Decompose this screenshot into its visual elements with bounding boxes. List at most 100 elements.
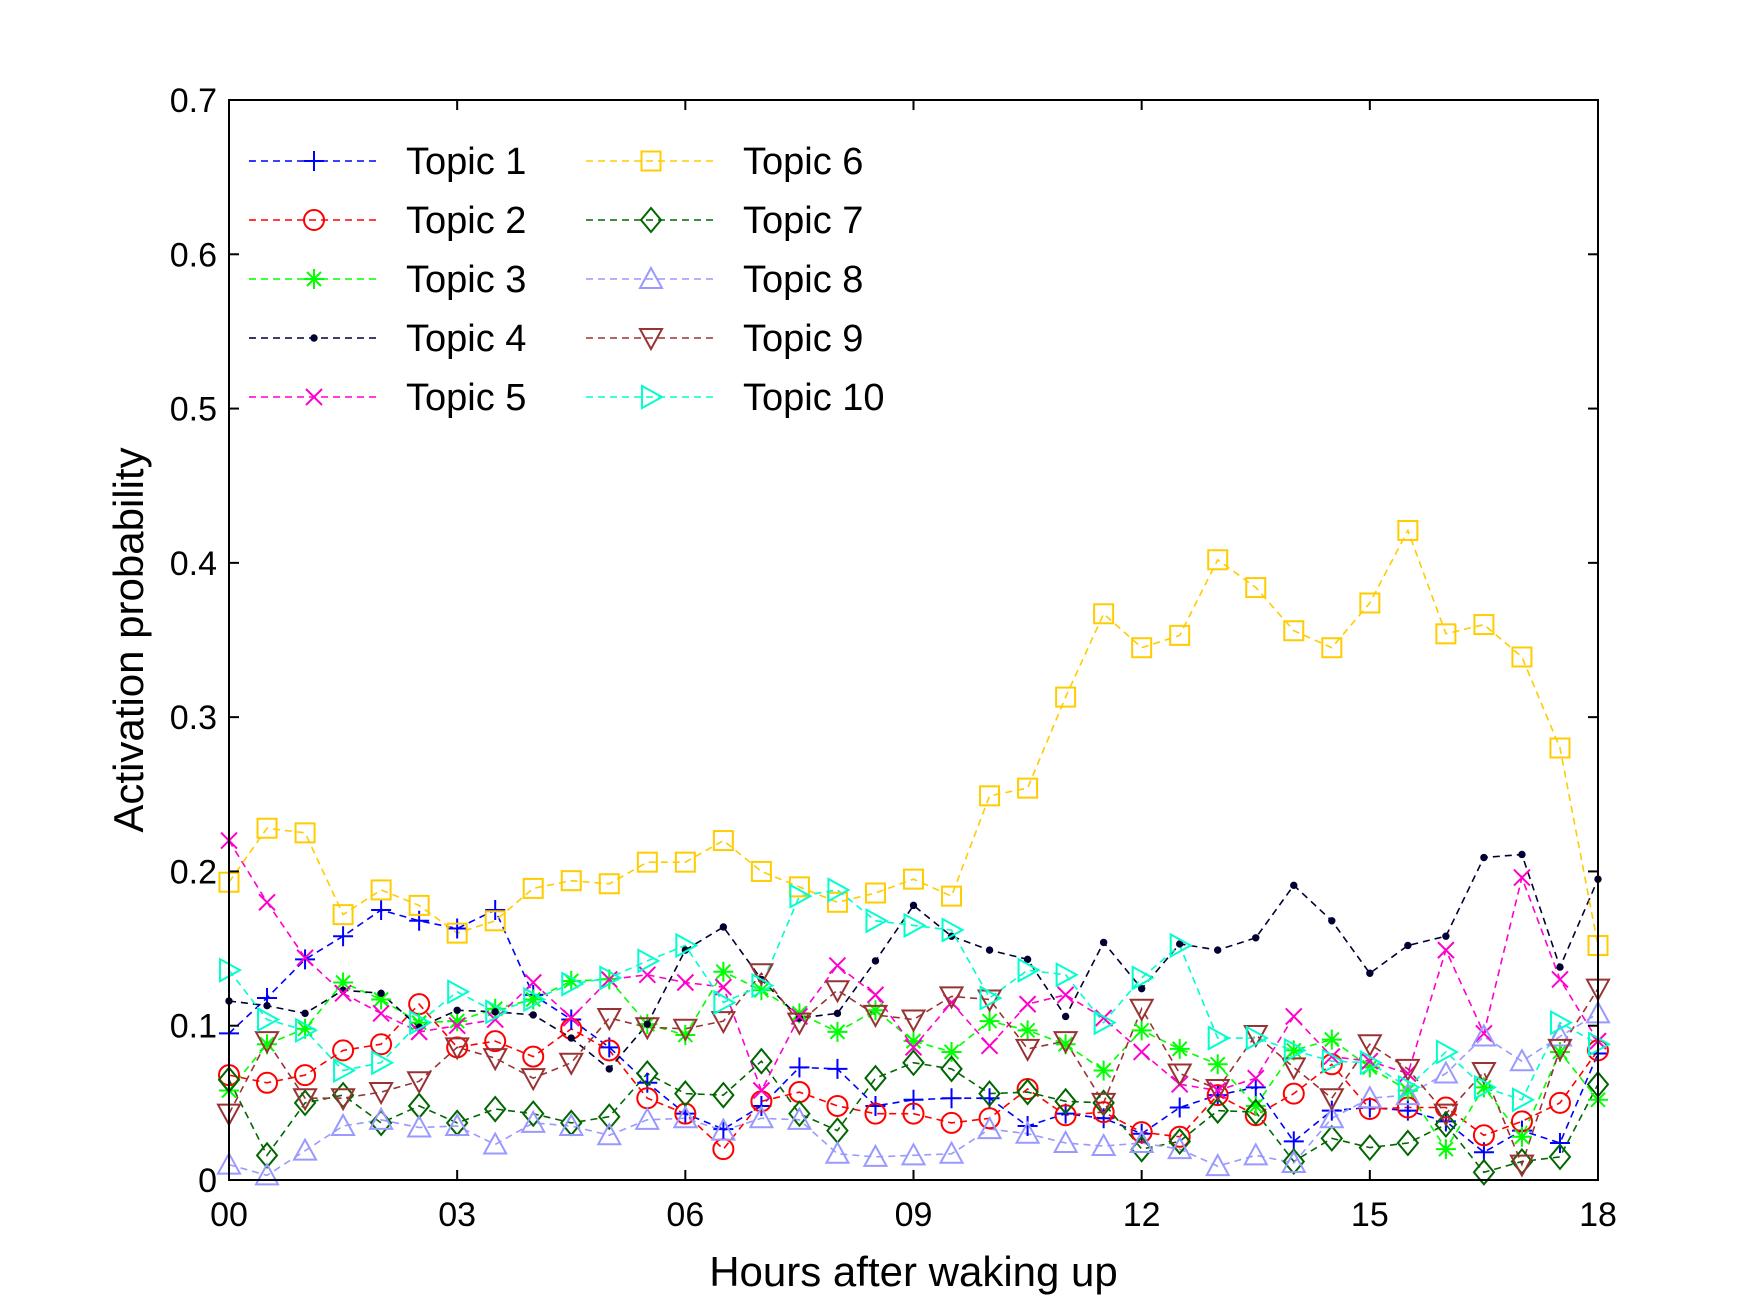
data-point	[256, 1071, 279, 1094]
data-point	[750, 860, 772, 882]
legend-label: Topic 1	[406, 141, 526, 183]
data-point	[1475, 1024, 1493, 1043]
x-tick-label: 15	[1351, 1196, 1389, 1234]
data-point	[1321, 1029, 1342, 1050]
data-point	[1131, 965, 1155, 991]
data-point	[826, 1094, 849, 1117]
data-point	[372, 1004, 390, 1023]
data-point	[865, 1000, 886, 1021]
data-point	[484, 910, 506, 932]
data-point	[900, 1142, 927, 1166]
legend-label: Topic 5	[406, 377, 526, 419]
data-point	[1480, 853, 1488, 862]
data-point	[1017, 1116, 1038, 1136]
data-point	[1206, 1097, 1230, 1125]
data-point	[824, 1140, 851, 1164]
data-point	[1395, 1082, 1421, 1106]
data-point	[333, 972, 354, 993]
data-point	[605, 1065, 613, 1073]
data-point	[637, 1072, 658, 1093]
data-point	[1547, 1023, 1573, 1047]
y-tick-label: 0.2	[170, 853, 217, 891]
data-point	[567, 1034, 575, 1042]
data-point	[1090, 1092, 1117, 1116]
data-point	[447, 1011, 468, 1032]
data-point	[1442, 932, 1450, 940]
data-point	[1169, 1097, 1190, 1118]
data-point	[1017, 777, 1039, 799]
data-point	[1549, 737, 1571, 759]
data-point	[596, 1008, 622, 1032]
data-point	[712, 830, 734, 852]
x-tick-label: 00	[210, 1196, 248, 1234]
data-point	[1513, 868, 1531, 887]
data-point	[598, 873, 620, 895]
data-point	[903, 912, 927, 939]
data-point	[1321, 637, 1343, 659]
data-point	[979, 1011, 1000, 1032]
data-point	[1014, 1120, 1041, 1144]
data-point	[1214, 946, 1222, 954]
data-point	[446, 922, 468, 944]
data-point	[1099, 938, 1108, 947]
data-point	[1319, 1088, 1345, 1112]
data-point	[1556, 963, 1564, 971]
data-point	[833, 1009, 842, 1018]
data-point	[748, 1105, 775, 1129]
legend-item-topic-5: Topic 5	[249, 377, 526, 419]
data-point	[1054, 1104, 1077, 1127]
data-point	[295, 1017, 319, 1044]
data-point	[1052, 1129, 1079, 1153]
data-point	[1357, 1034, 1383, 1058]
data-point	[902, 1102, 925, 1125]
data-point	[866, 986, 885, 1004]
data-point	[824, 980, 851, 1004]
data-point	[1359, 1057, 1380, 1078]
data-point	[485, 999, 509, 1025]
data-point	[979, 985, 1003, 1011]
data-point	[1166, 1063, 1193, 1087]
data-point	[1358, 1098, 1381, 1121]
data-point	[1396, 1129, 1420, 1157]
data-point	[751, 980, 772, 1001]
data-point	[1437, 941, 1455, 959]
data-point	[332, 1039, 355, 1062]
data-point	[1205, 1153, 1231, 1177]
data-point	[1471, 1023, 1497, 1047]
data-point	[1433, 1060, 1459, 1084]
data-point	[1283, 1037, 1307, 1064]
data-point	[371, 989, 392, 1010]
data-point	[1137, 984, 1146, 993]
y-tick-label: 0	[198, 1162, 217, 1200]
data-point	[408, 894, 430, 916]
data-point	[938, 986, 965, 1010]
data-point	[1175, 940, 1184, 948]
data-point	[1549, 1041, 1570, 1062]
legend-item-topic-6: Topic 6	[586, 141, 863, 183]
data-point	[790, 1007, 809, 1026]
data-point	[903, 1031, 924, 1052]
legend-item-topic-2: Topic 2	[249, 200, 526, 242]
data-point	[371, 1050, 395, 1076]
data-point	[712, 1081, 735, 1109]
y-tick-label: 0.3	[170, 699, 217, 737]
legend-item-topic-3: Topic 3	[249, 259, 526, 301]
y-tick-label: 0.6	[170, 236, 217, 274]
data-point	[976, 1116, 1003, 1140]
legend-marker	[638, 328, 664, 352]
data-point	[1551, 970, 1569, 989]
data-point	[301, 1009, 309, 1018]
data-point	[750, 1047, 773, 1075]
data-point	[409, 1012, 430, 1033]
data-point	[1052, 1031, 1079, 1055]
data-point	[1283, 620, 1305, 642]
data-point	[292, 1137, 318, 1161]
data-point	[257, 1034, 278, 1055]
data-point	[713, 961, 734, 982]
data-point	[482, 1131, 508, 1155]
data-point	[1434, 1110, 1458, 1139]
legend-marker	[638, 265, 664, 289]
series-line-topic-7	[228, 1060, 1599, 1174]
x-tick-label: 18	[1579, 1196, 1617, 1234]
data-point	[710, 1011, 737, 1035]
